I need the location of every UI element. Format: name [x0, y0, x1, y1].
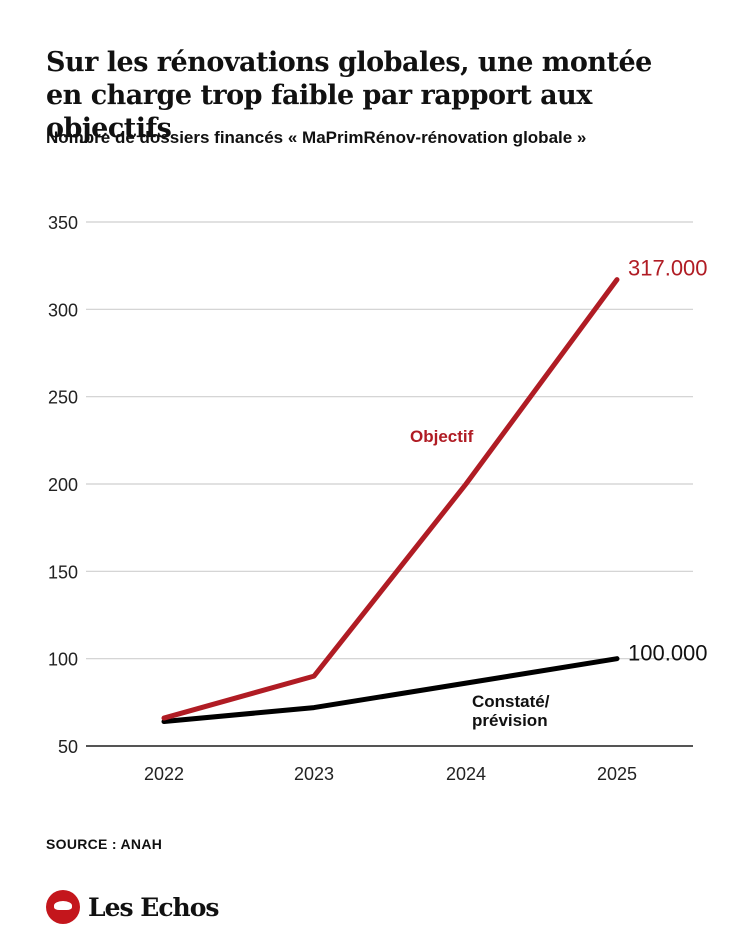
- les-echos-logo: Les Echos: [46, 890, 219, 924]
- x-tick-label: 2023: [294, 764, 334, 784]
- series-label-objectif: Objectif: [410, 427, 474, 446]
- y-axis-ticks: 50 100 150 200 250 300 350: [48, 213, 78, 757]
- chart-subtitle: Nombre de dossiers financés « MaPrimRéno…: [46, 128, 587, 147]
- y-tick-label: 300: [48, 300, 78, 320]
- les-echos-pegasus-icon: [46, 890, 80, 924]
- y-tick-label: 350: [48, 213, 78, 233]
- chart-title: Sur les rénovations globales, une montée…: [46, 46, 726, 145]
- y-tick-label: 100: [48, 650, 78, 670]
- y-tick-label: 250: [48, 388, 78, 408]
- y-tick-label: 50: [58, 737, 78, 757]
- y-tick-label: 150: [48, 562, 78, 582]
- x-axis-ticks: 2022 2023 2024 2025: [144, 764, 637, 784]
- x-tick-label: 2024: [446, 764, 486, 784]
- x-tick-label: 2022: [144, 764, 184, 784]
- x-tick-label: 2025: [597, 764, 637, 784]
- series-label-constate-line2: prévision: [472, 711, 548, 730]
- series-line-objectif: [161, 277, 620, 721]
- source-note: SOURCE : ANAH: [46, 836, 163, 852]
- series-labels: 317.000 100.000 Objectif Constaté/prévision: [410, 256, 708, 730]
- series-lines: [161, 277, 620, 725]
- title-line-2: en charge trop faible par rapport aux ob…: [46, 80, 592, 144]
- title-line-1: Sur les rénovations globales, une montée: [46, 47, 652, 78]
- series-label-constate-line1: Constaté/: [472, 692, 550, 711]
- series-line-constate: [161, 656, 620, 725]
- gridlines: [86, 221, 693, 747]
- logo-text: Les Echos: [88, 892, 219, 922]
- line-chart: 50 100 150 200 250 300 350 2022 2023 2024 2025 31…: [48, 213, 708, 784]
- y-tick-label: 200: [48, 475, 78, 495]
- end-label-constate: 100.000: [628, 641, 708, 666]
- end-label-objectif: 317.000: [628, 256, 708, 281]
